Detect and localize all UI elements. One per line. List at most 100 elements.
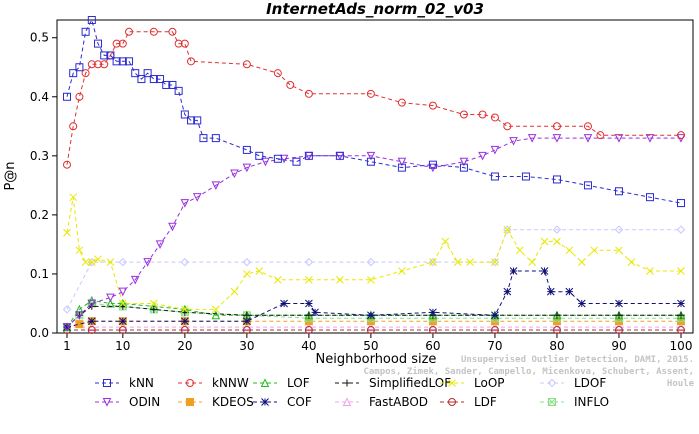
data-point: [87, 299, 97, 309]
data-point: [261, 398, 269, 406]
legend-label: kNN: [129, 376, 154, 390]
series-line: [66, 302, 681, 328]
y-axis-label: P@n: [3, 161, 18, 190]
data-point: [130, 275, 140, 285]
legend-label: KDEOS: [212, 395, 254, 409]
x-tick-label: 1: [63, 339, 71, 353]
data-point: [583, 181, 592, 190]
data-point: [343, 379, 351, 387]
data-point: [87, 317, 96, 326]
data-point: [305, 275, 313, 284]
data-point: [242, 60, 251, 69]
legend-item-ldf: LDF: [440, 395, 497, 409]
legend-label: SimplifiedLOF: [369, 376, 451, 390]
data-point: [677, 311, 685, 319]
data-point: [81, 27, 90, 36]
legend-item-knnw: kNNW: [178, 376, 249, 390]
data-point: [645, 134, 655, 143]
data-point: [615, 311, 623, 319]
legend-label: LDOF: [574, 376, 606, 390]
data-point: [552, 175, 561, 184]
data-point: [168, 27, 177, 36]
data-point: [304, 89, 313, 98]
legend-item-fastabod: FastABOD: [335, 395, 428, 409]
legend-item-knn: kNN: [95, 376, 154, 390]
x-tick-label: 70: [487, 339, 502, 353]
data-point: [478, 110, 487, 119]
credit-line-2: Campos, Zimek, Sander, Campello, Micenko…: [363, 367, 694, 389]
series-line: [66, 31, 681, 165]
data-point: [503, 225, 512, 234]
data-point: [186, 379, 194, 387]
legend-item-odin: ODIN: [95, 395, 160, 409]
data-point: [118, 299, 127, 308]
x-tick-label: 10: [115, 339, 130, 353]
series-cof: [63, 267, 685, 331]
legend-item-simplifiedlof: SimplifiedLOF: [335, 376, 451, 390]
data-point: [180, 257, 190, 267]
data-point: [242, 163, 252, 173]
legend-label: FastABOD: [369, 395, 428, 409]
y-tick-label: 0.0: [30, 326, 49, 340]
series-line: [66, 137, 681, 328]
y-tick-label: 0.3: [30, 149, 49, 163]
data-point: [528, 258, 537, 266]
data-point: [367, 311, 375, 320]
legend-label: kNNW: [212, 376, 249, 390]
series-loop: [63, 193, 685, 314]
data-point: [553, 311, 561, 319]
data-point: [143, 258, 152, 267]
data-point: [459, 157, 469, 167]
data-point: [491, 258, 499, 266]
data-point: [342, 397, 352, 406]
data-point: [565, 287, 574, 296]
data-point: [677, 267, 685, 275]
data-point: [583, 134, 593, 143]
legend-item-kdeos: KDEOS: [178, 395, 254, 409]
series-line: [66, 299, 681, 328]
data-point: [94, 39, 103, 48]
data-point: [180, 39, 189, 48]
x-tick-label: 60: [425, 339, 440, 353]
data-point: [503, 287, 512, 296]
data-point: [94, 60, 103, 69]
data-point: [304, 151, 313, 160]
data-point: [305, 299, 313, 308]
data-point: [87, 16, 96, 24]
data-point: [366, 257, 376, 267]
data-point: [677, 199, 685, 208]
data-point: [366, 157, 375, 166]
data-point: [397, 157, 407, 167]
data-point: [187, 57, 196, 66]
data-point: [503, 225, 512, 234]
data-point: [552, 134, 562, 143]
data-point: [509, 267, 518, 275]
data-point: [106, 51, 115, 60]
data-point: [366, 89, 375, 98]
data-point: [527, 134, 537, 143]
data-point: [211, 134, 220, 143]
data-point: [286, 80, 295, 89]
data-point: [118, 317, 127, 326]
data-point: [397, 163, 406, 172]
data-point: [521, 172, 530, 181]
x-tick-label: 20: [177, 339, 192, 353]
x-tick-label: 30: [239, 339, 254, 353]
data-point: [366, 151, 376, 161]
data-point: [429, 258, 437, 266]
series-line: [66, 18, 682, 204]
data-point: [553, 237, 561, 246]
data-point: [150, 305, 158, 313]
data-point: [174, 39, 183, 48]
data-point: [125, 57, 134, 66]
data-point: [87, 60, 96, 69]
x-tick-label: 90: [611, 339, 626, 353]
data-point: [304, 257, 314, 267]
data-point: [143, 69, 152, 78]
data-point: [565, 246, 574, 255]
data-point: [149, 75, 158, 84]
data-point: [211, 305, 220, 314]
data-point: [75, 311, 84, 320]
data-point: [503, 122, 512, 131]
